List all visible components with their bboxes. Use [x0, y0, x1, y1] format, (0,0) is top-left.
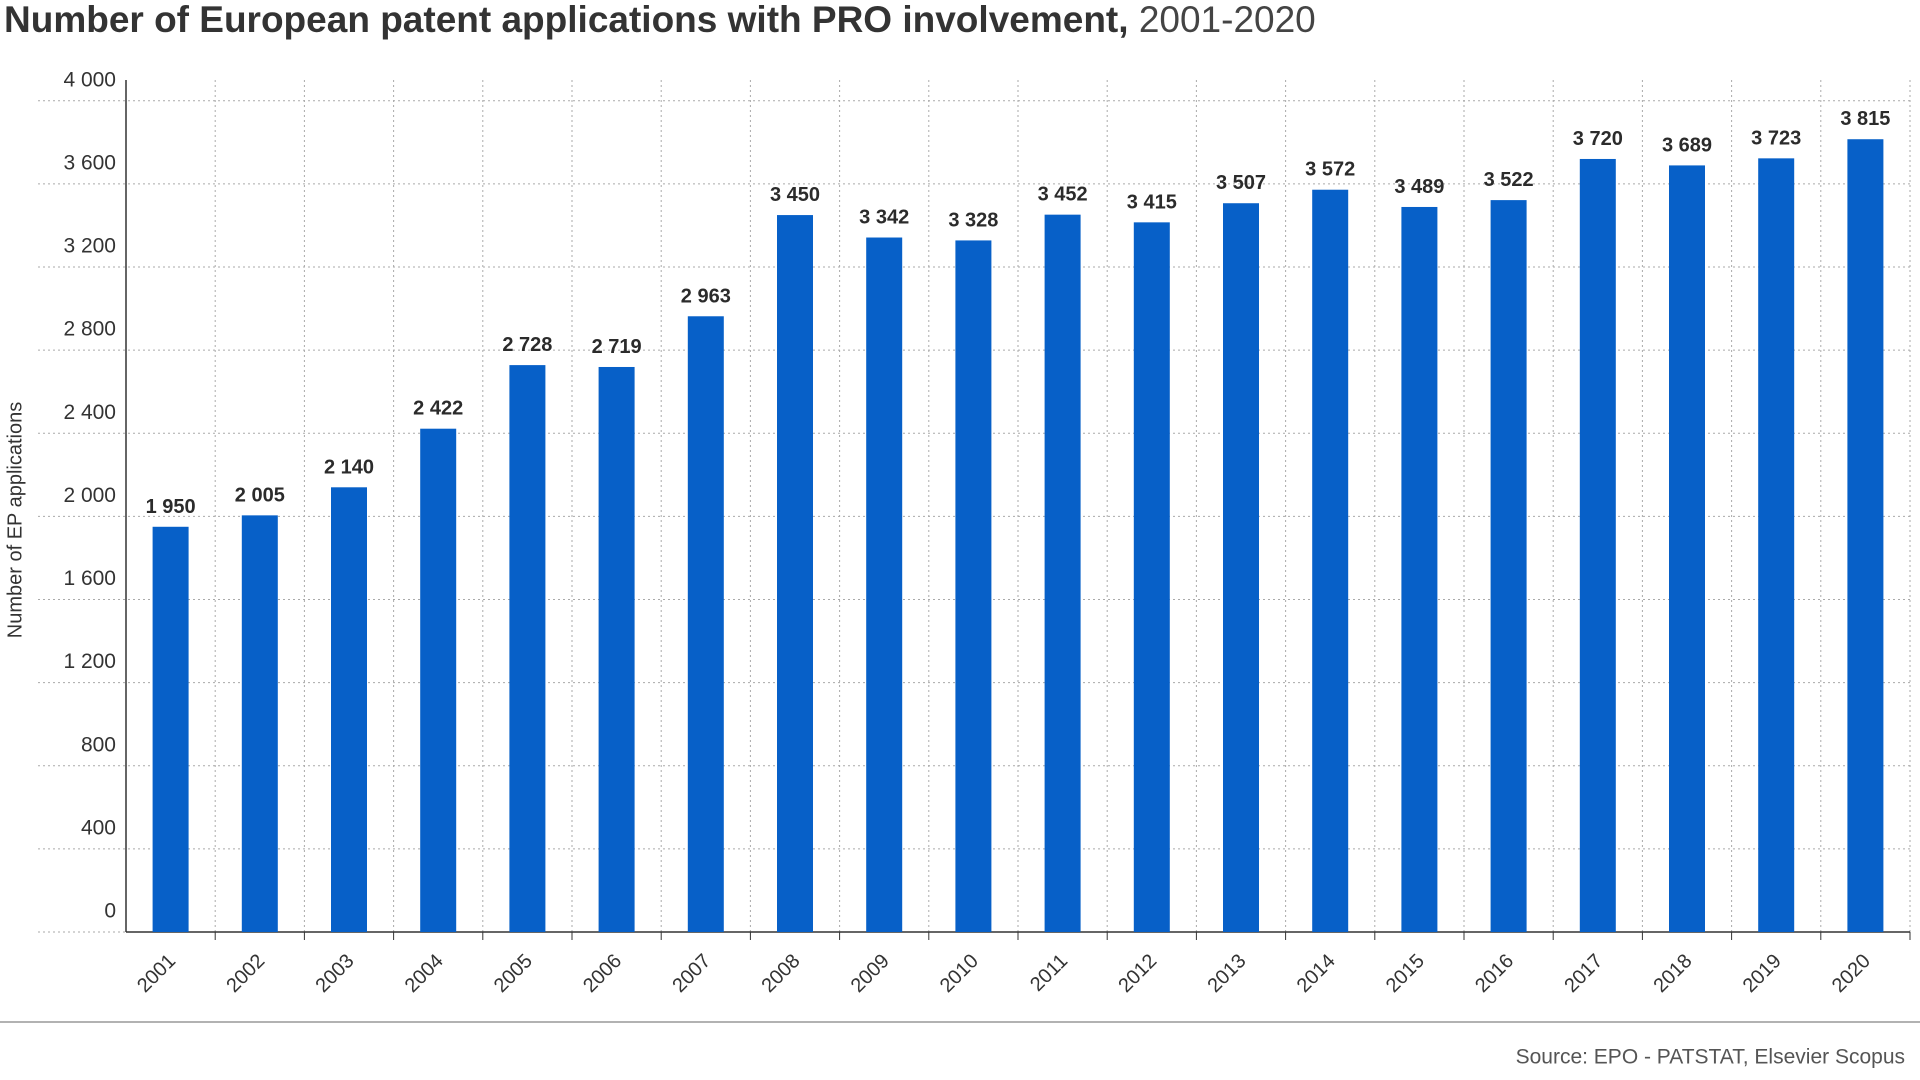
value-label: 3 415: [1127, 191, 1177, 213]
bar: [331, 487, 367, 932]
y-tick-label: 3 200: [63, 235, 116, 258]
bar: [1134, 222, 1170, 932]
y-tick-label: 3 600: [63, 151, 116, 174]
bar: [1045, 215, 1081, 932]
y-tick-label: 2 000: [63, 484, 116, 507]
chart-subtitle: 2001-2020: [1139, 0, 1316, 40]
x-tick-label: 2012: [1114, 950, 1161, 997]
bar: [1580, 159, 1616, 932]
bar: [1491, 200, 1527, 932]
value-label: 3 572: [1305, 159, 1355, 181]
value-label: 2 005: [235, 484, 285, 506]
bar: [242, 515, 278, 932]
value-label: 3 720: [1573, 128, 1623, 150]
value-label: 3 450: [770, 184, 820, 206]
y-tick-label: 0: [104, 900, 116, 923]
y-tick-label: 400: [81, 816, 116, 839]
bar: [1669, 165, 1705, 932]
y-tick-label: 1 600: [63, 567, 116, 590]
x-tick-label: 2015: [1382, 950, 1429, 997]
value-label: 3 328: [948, 209, 998, 231]
x-tick-label: 2006: [579, 950, 626, 997]
x-tick-label: 2014: [1293, 950, 1340, 997]
bar: [1223, 203, 1259, 932]
y-tick-label: 2 800: [63, 318, 116, 341]
y-tick-label: 4 000: [63, 68, 116, 91]
value-label: 3 689: [1662, 134, 1712, 156]
bar: [777, 215, 813, 932]
x-tick-label: 2001: [133, 950, 180, 997]
x-tick-label: 2002: [222, 950, 269, 997]
bar: [1312, 190, 1348, 932]
x-tick-label: 2003: [312, 950, 359, 997]
x-tick-label: 2004: [401, 950, 448, 997]
bar: [1758, 158, 1794, 932]
bar: [955, 240, 991, 932]
value-label: 2 422: [413, 398, 463, 420]
x-tick-label: 2017: [1560, 950, 1607, 997]
bar: [153, 527, 189, 932]
x-tick-label: 2018: [1650, 950, 1697, 997]
chart-title: Number of European patent applications w…: [4, 0, 1129, 40]
x-tick-label: 2007: [668, 950, 715, 997]
value-label: 3 507: [1216, 172, 1266, 194]
x-tick-label: 2019: [1739, 950, 1786, 997]
source-note: Source: EPO - PATSTAT, Elsevier Scopus: [1516, 1046, 1905, 1069]
value-label: 3 522: [1484, 169, 1534, 191]
y-axis-title: Number of EP applications: [4, 402, 26, 638]
bar: [509, 365, 545, 932]
x-tick-label: 2013: [1204, 950, 1251, 997]
chart-title-group: Number of European patent applications w…: [4, 0, 1316, 40]
value-label: 2 963: [681, 285, 731, 307]
bar: [688, 316, 724, 932]
bar: [420, 429, 456, 932]
x-tick-label: 2009: [847, 950, 894, 997]
value-label: 3 723: [1751, 127, 1801, 149]
y-tick-label: 2 400: [63, 401, 116, 424]
bar: [1401, 207, 1437, 932]
value-label: 2 728: [502, 334, 552, 356]
bar: [866, 238, 902, 932]
y-tick-label: 800: [81, 733, 116, 756]
value-label: 3 489: [1394, 176, 1444, 198]
bar: [1847, 139, 1883, 932]
value-label: 1 950: [146, 496, 196, 518]
y-tick-label: 1 200: [63, 650, 116, 673]
value-label: 3 452: [1038, 184, 1088, 206]
value-label: 2 719: [592, 336, 642, 358]
x-tick-label: 2011: [1026, 950, 1072, 996]
x-tick-label: 2016: [1471, 950, 1518, 997]
x-tick-label: 2008: [758, 950, 805, 997]
value-label: 2 140: [324, 456, 374, 478]
x-tick-label: 2010: [936, 950, 983, 997]
value-label: 3 815: [1840, 108, 1890, 130]
x-tick-label: 2005: [490, 950, 537, 997]
value-label: 3 342: [859, 207, 909, 229]
x-tick-label: 2020: [1828, 950, 1875, 997]
bar: [599, 367, 635, 932]
